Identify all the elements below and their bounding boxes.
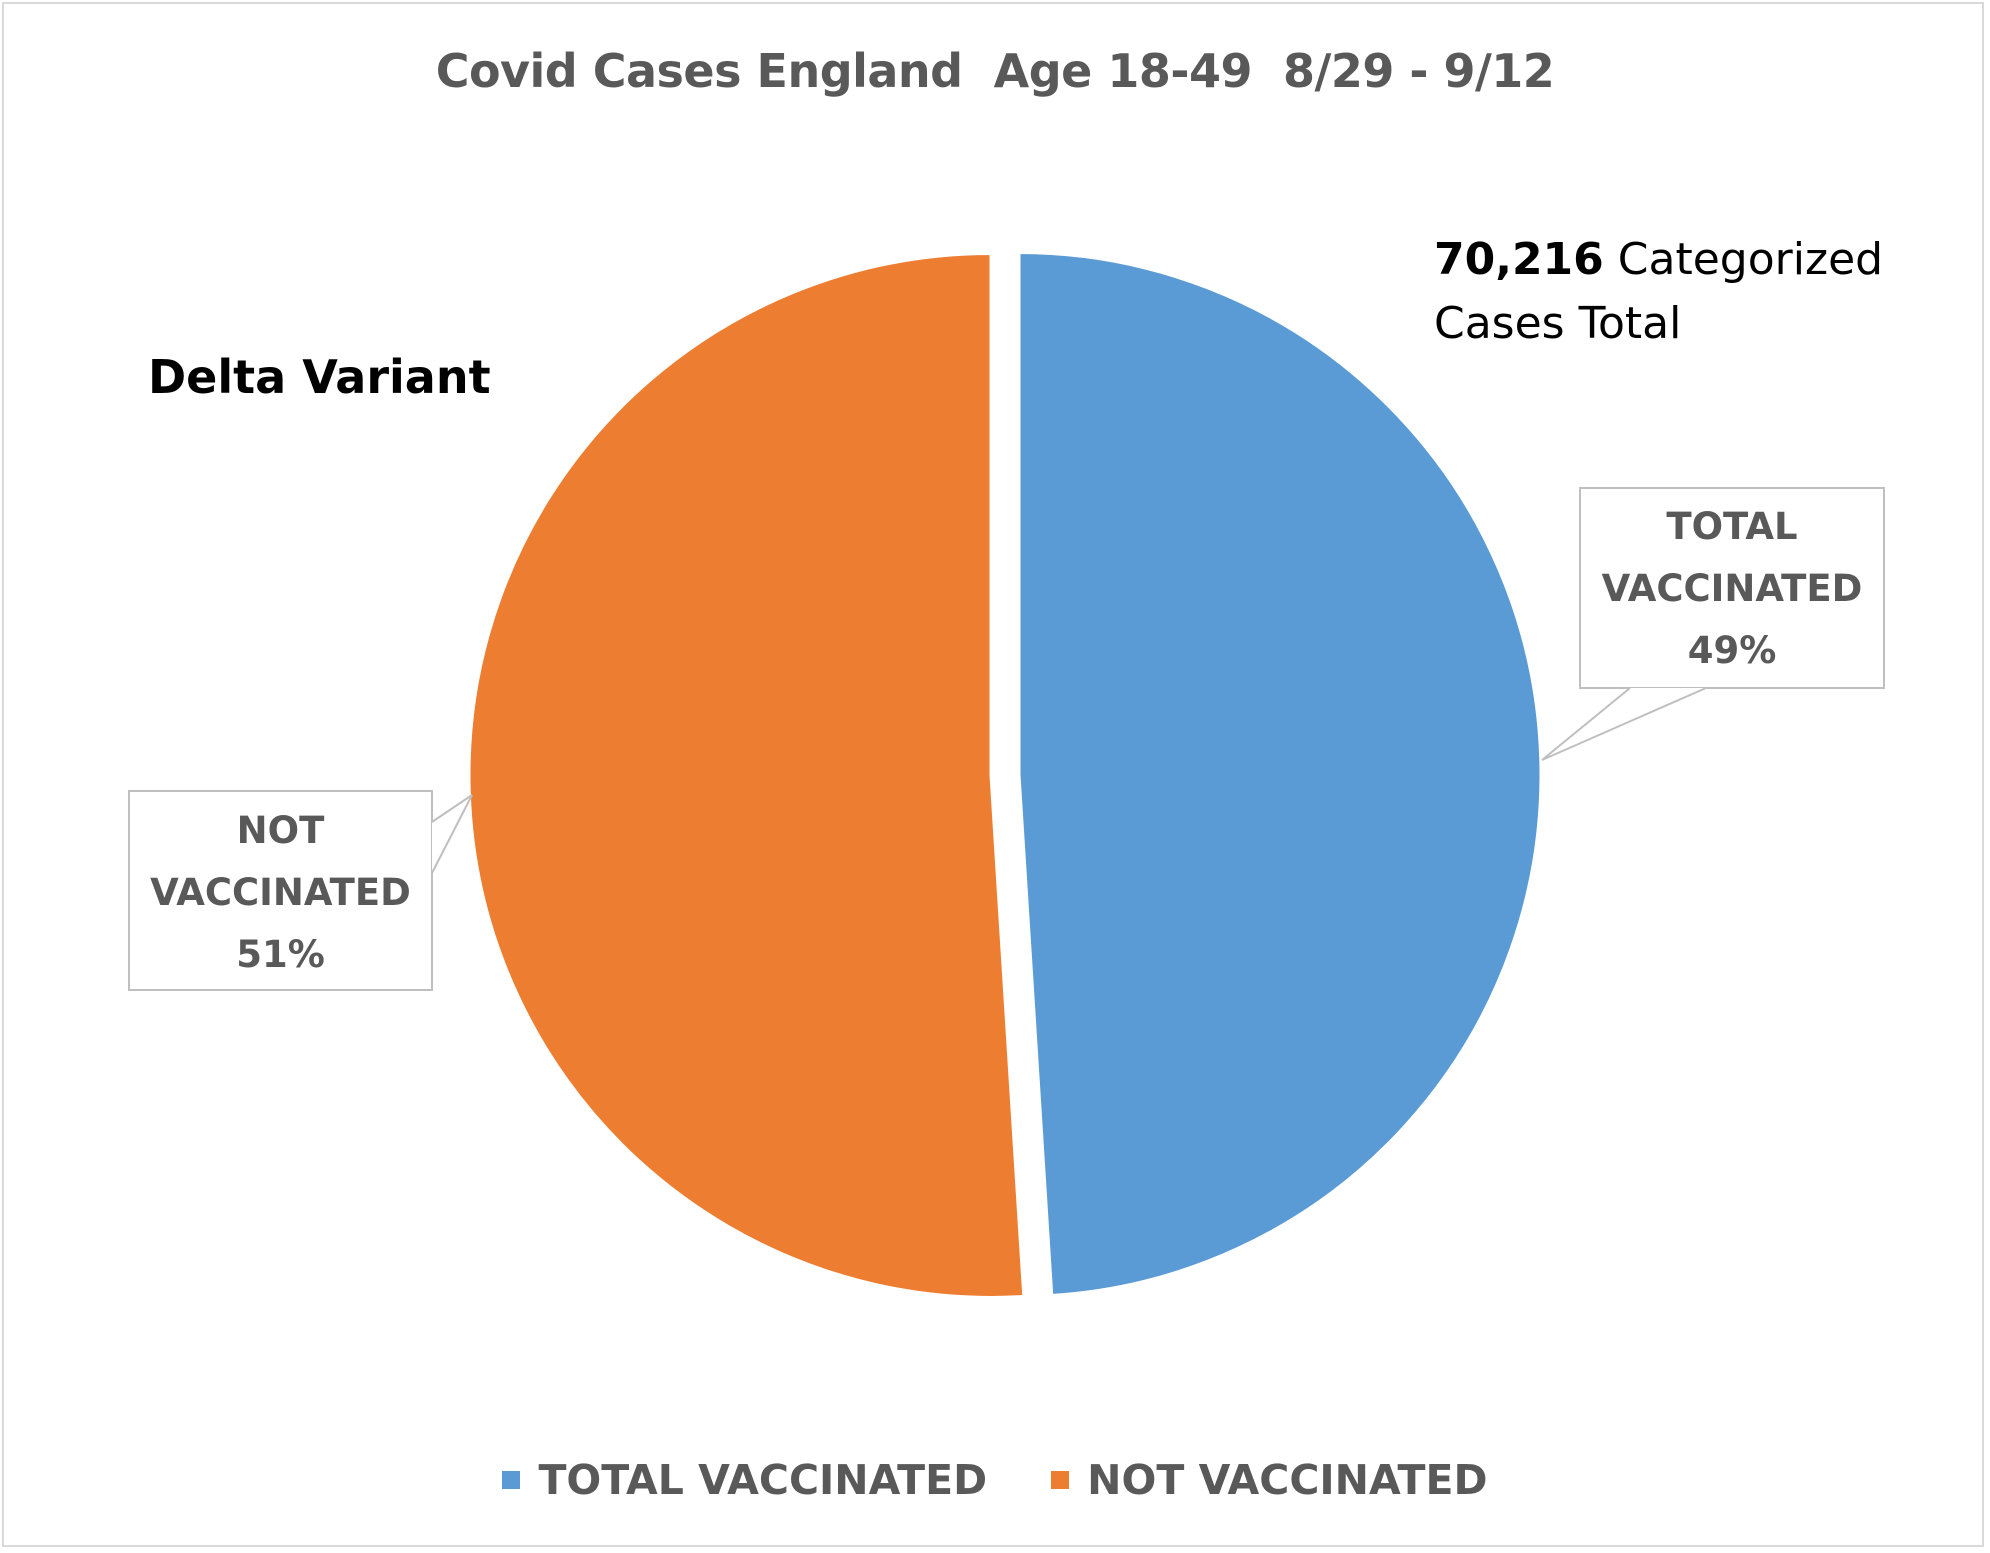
legend-swatch-total-vaccinated bbox=[502, 1471, 521, 1489]
total-cases-note: 70,216 Categorized Cases Total bbox=[1434, 228, 1954, 356]
callout-leader-total-vaccinated bbox=[1541, 687, 1707, 761]
callout-line2-total-vaccinated: VACCINATED bbox=[1601, 567, 1863, 610]
variant-label: Delta Variant bbox=[148, 350, 491, 404]
chart-legend: TOTAL VACCINATED NOT VACCINATED bbox=[0, 1455, 1990, 1505]
callout-line1-not-vaccinated: NOT bbox=[236, 809, 325, 852]
callout-line1-total-vaccinated: TOTAL bbox=[1666, 505, 1798, 548]
callout-line2-not-vaccinated: VACCINATED bbox=[150, 871, 411, 914]
total-cases-count: 70,216 bbox=[1434, 234, 1604, 285]
chart-title: Covid Cases England Age 18-49 8/29 - 9/1… bbox=[435, 44, 1555, 98]
callout-leader-not-vaccinated bbox=[431, 794, 473, 874]
callout-box-not-vaccinated bbox=[128, 790, 433, 991]
total-cases-suffix: Categorized bbox=[1617, 234, 1884, 285]
callout-label-total-vaccinated: TOTAL VACCINATED 49% bbox=[1580, 496, 1884, 682]
legend-label-not-vaccinated: NOT VACCINATED bbox=[1087, 1456, 1488, 1504]
legend-item-not-vaccinated: NOT VACCINATED bbox=[1051, 1456, 1488, 1504]
total-cases-suffix-line2: Cases Total bbox=[1434, 298, 1682, 349]
callout-label-not-vaccinated: NOT VACCINATED 51% bbox=[129, 800, 432, 986]
pie-slice-not-vaccinated bbox=[467, 251, 1026, 1299]
legend-label-total-vaccinated: TOTAL VACCINATED bbox=[538, 1456, 988, 1504]
callout-percent-total-vaccinated: 49% bbox=[1687, 629, 1777, 672]
callout-percent-not-vaccinated: 51% bbox=[236, 933, 325, 976]
legend-swatch-not-vaccinated bbox=[1051, 1471, 1070, 1489]
legend-item-total-vaccinated: TOTAL VACCINATED bbox=[502, 1456, 987, 1504]
callout-box-total-vaccinated bbox=[1579, 487, 1885, 689]
pie-slice-total-vaccinated bbox=[1017, 251, 1543, 1298]
